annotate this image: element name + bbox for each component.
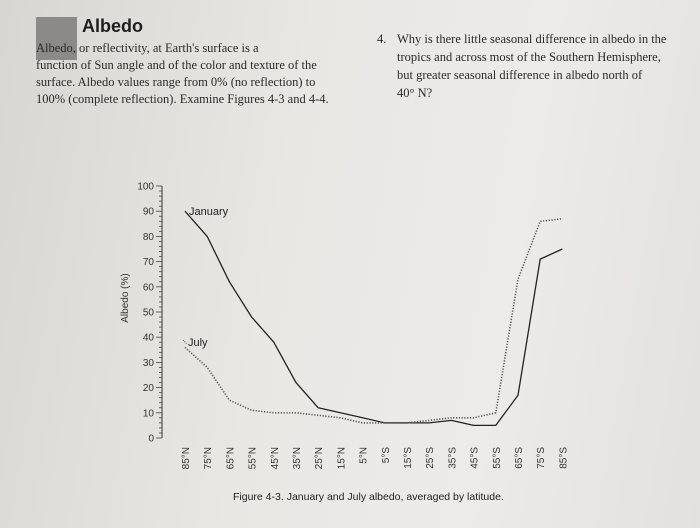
chart-axes: 0 10 20 30 40 50 60 70 80 90 100 85°N 75°N 65°N 55°N 45…	[137, 182, 569, 470]
question-line: 40° N?	[397, 86, 433, 100]
y-axis-label: Albedo (%)	[120, 273, 131, 322]
question-line: Why is there little seasonal difference …	[397, 32, 667, 46]
y-tick-label: 100	[137, 182, 154, 193]
x-tick-label: 35°S	[447, 447, 458, 469]
series-label-july: July	[188, 337, 208, 349]
question-number: 4.	[377, 32, 387, 46]
y-tick-label: 80	[143, 232, 155, 243]
intro-text: Albedo, or reflectivity, at Earth's surf…	[36, 40, 356, 108]
y-tick-label: 50	[143, 308, 155, 319]
x-tick-label: 25°S	[425, 447, 436, 469]
series-line-july	[184, 218, 563, 424]
x-tick-label: 15°S	[403, 447, 414, 469]
series-line-january	[184, 210, 563, 427]
series-label-january: January	[189, 206, 229, 218]
x-tick-label: 85°N	[181, 447, 192, 469]
y-tick-label: 60	[143, 282, 155, 293]
x-tick-label: 55°S	[492, 447, 503, 469]
section-title: Albedo	[82, 16, 143, 36]
july-label-leader	[182, 339, 188, 345]
x-tick-label: 25°N	[314, 447, 325, 469]
chart-series: January July	[182, 206, 563, 427]
x-tick-label: 75°S	[536, 447, 547, 469]
y-tick-label: 70	[143, 257, 155, 268]
x-tick-label: 45°S	[470, 447, 481, 469]
y-tick-label: 30	[143, 358, 155, 369]
intro-line: Albedo, or reflectivity, at Earth's surf…	[36, 41, 259, 55]
x-tick-label: 85°S	[558, 447, 569, 469]
x-tick-label: 55°N	[248, 447, 259, 469]
y-tick-label: 20	[143, 383, 155, 394]
intro-line: 100% (complete reflection). Examine Figu…	[36, 92, 329, 106]
y-tick-label: 40	[143, 333, 155, 344]
x-tick-label: 75°N	[203, 447, 214, 469]
question-text: Why is there little seasonal difference …	[397, 30, 666, 102]
question-line: but greater seasonal difference in albed…	[397, 68, 643, 82]
x-tick-label: 65°N	[225, 447, 236, 469]
y-tick-label: 90	[143, 207, 155, 218]
figure-caption: Figure 4-3. January and July albedo, ave…	[233, 491, 504, 503]
y-tick-label: 10	[143, 408, 155, 419]
intro-line: surface. Albedo values range from 0% (no…	[36, 75, 316, 89]
x-tick-label: 5°N	[359, 447, 370, 464]
x-tick-label: 15°N	[336, 447, 347, 469]
y-tick-label: 0	[148, 434, 154, 445]
x-tick-label: 35°N	[292, 447, 303, 469]
x-tick-label: 45°N	[270, 447, 281, 469]
x-tick-label: 5°S	[381, 447, 392, 464]
section-icon	[36, 17, 77, 60]
intro-line: function of Sun angle and of the color a…	[36, 58, 317, 72]
x-tick-label: 65°S	[514, 447, 525, 469]
question-line: tropics and across most of the Southern …	[397, 50, 661, 64]
